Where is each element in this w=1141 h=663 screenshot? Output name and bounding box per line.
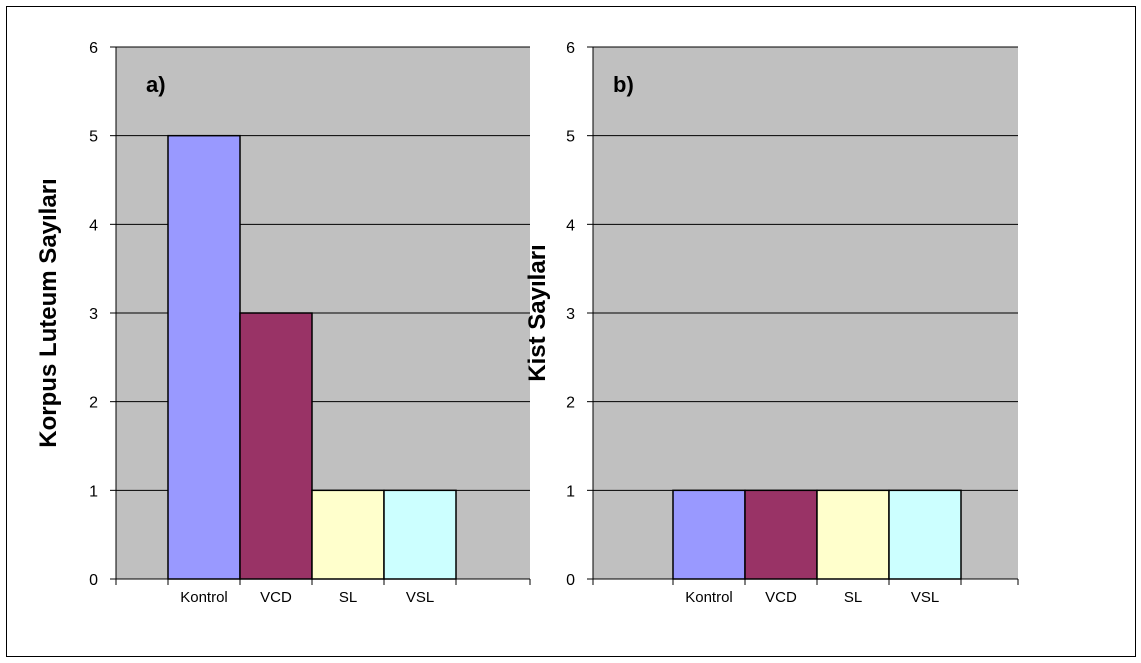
y-tick-label: 4 bbox=[89, 217, 98, 234]
y-tick-label: 3 bbox=[566, 306, 575, 323]
y-tick-label: 5 bbox=[89, 129, 98, 146]
bar-kontrol bbox=[672, 489, 746, 580]
y-tick-label: 6 bbox=[566, 40, 575, 57]
y-tick-label: 2 bbox=[566, 395, 575, 412]
bar-sl bbox=[311, 489, 385, 580]
bar-sl bbox=[816, 489, 890, 580]
category-label: SL bbox=[339, 589, 357, 606]
y-tick-label: 1 bbox=[89, 483, 98, 500]
y-axis-label: Korpus Luteum Sayıları bbox=[35, 178, 62, 447]
bar-vcd bbox=[744, 489, 818, 580]
y-tick-label: 6 bbox=[89, 40, 98, 57]
panel-label: a) bbox=[146, 72, 166, 97]
category-label: VSL bbox=[911, 589, 939, 606]
chart-panel-a: 0 1 2 3 4 5 6 Kontrol VCD SL VSL a) Korpus Luteum Sa… bbox=[35, 40, 531, 606]
bar-vsl bbox=[383, 489, 457, 580]
category-label: Kontrol bbox=[685, 589, 733, 606]
category-label: VSL bbox=[406, 589, 434, 606]
bar-kontrol bbox=[167, 134, 241, 580]
y-tick-label: 3 bbox=[89, 306, 98, 323]
chart-panel-b: 0 1 2 3 4 5 6 Kontrol VCD SL VSL b) Kist Sayıları bbox=[524, 40, 1019, 606]
y-tick-label: 0 bbox=[566, 572, 575, 589]
y-tick-label: 5 bbox=[566, 129, 575, 146]
y-tick-label: 0 bbox=[89, 572, 98, 589]
y-tick-label: 4 bbox=[566, 217, 575, 234]
bar-vcd bbox=[239, 312, 313, 580]
category-label: SL bbox=[844, 589, 862, 606]
category-label: VCD bbox=[260, 589, 292, 606]
y-axis-label: Kist Sayıları bbox=[524, 244, 551, 381]
y-tick-label: 1 bbox=[566, 483, 575, 500]
y-tick-label: 2 bbox=[89, 395, 98, 412]
panel-label: b) bbox=[613, 72, 634, 97]
bar-vsl bbox=[888, 489, 962, 580]
category-label: VCD bbox=[765, 589, 797, 606]
category-label: Kontrol bbox=[180, 589, 228, 606]
